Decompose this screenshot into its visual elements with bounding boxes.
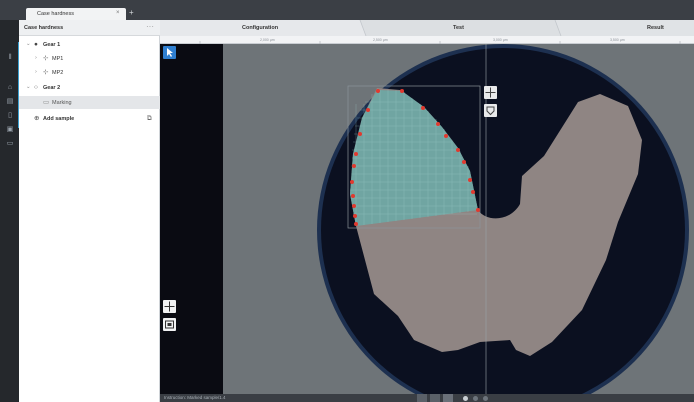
camera-icon[interactable]: ▭	[6, 140, 14, 147]
sample-filled-icon: ●	[34, 40, 38, 48]
tab-shapes	[160, 19, 694, 37]
measurement-point-icon: ⊹	[43, 68, 49, 76]
marking-icon: ▭	[43, 98, 50, 106]
tree-item-gear-1[interactable]: ⌄ ● Gear 1	[19, 38, 160, 51]
chevron-right-icon[interactable]: ›	[35, 55, 37, 61]
copy-icon[interactable]: ⧉	[147, 114, 152, 122]
ruler-label: 3,500 µm	[610, 38, 625, 42]
tree-item-label: Gear 1	[43, 41, 61, 48]
chevron-down-icon[interactable]: ⌄	[26, 84, 31, 90]
side-rail: ⦀ ⌂ ▤ ▯ ▣ ▭	[0, 20, 20, 402]
image-view-button[interactable]	[443, 394, 453, 402]
ruler-label: 2,500 µm	[373, 38, 388, 42]
document-icon[interactable]: ▯	[8, 112, 12, 119]
chevron-right-icon[interactable]: ›	[35, 69, 37, 75]
dark-left-band	[160, 44, 223, 394]
workflow-tabs: Configuration Test Result	[160, 19, 694, 37]
list-view-button[interactable]	[430, 394, 440, 402]
scale-ruler: 2,000 µm 2,500 µm 3,000 µm 3,500 µm	[160, 36, 694, 44]
tab-case-hardness[interactable]: Case hardness ×	[26, 8, 126, 20]
tree-item-label: MP2	[52, 69, 64, 76]
grid-view-button[interactable]	[417, 394, 427, 402]
overlay-move-button[interactable]	[484, 86, 497, 99]
close-icon[interactable]: ×	[116, 10, 120, 16]
add-sample-button[interactable]: ⊕ Add sample ⧉	[19, 112, 160, 125]
status-bar: Instruction: Marked sample/1.4	[160, 394, 694, 402]
tree-item-marking[interactable]: ▭ Marking	[19, 96, 160, 109]
tab-result[interactable]: Result	[558, 20, 694, 36]
status-dot	[483, 395, 488, 401]
tab-label: Case hardness	[37, 11, 74, 17]
tree-item-gear-2[interactable]: ⌄ ○ Gear 2	[19, 81, 160, 94]
tree-item-label: Marking	[52, 99, 72, 106]
tree-item-label: MP1	[52, 55, 64, 62]
tree-title: Case hardness	[24, 25, 64, 31]
tab-test[interactable]: Test	[363, 20, 558, 36]
tree-item-mp2[interactable]: › ⊹ MP2	[19, 66, 160, 79]
chart-icon[interactable]: ▤	[6, 98, 14, 105]
pointer-icon	[167, 48, 173, 57]
specimen-image	[160, 44, 689, 394]
tree-item-mp1[interactable]: › ⊹ MP1	[19, 52, 160, 65]
tree-header: Case hardness ···	[19, 20, 160, 36]
tab-configuration[interactable]: Configuration	[160, 20, 363, 36]
home-icon[interactable]: ⌂	[7, 84, 13, 91]
contour-markers[interactable]	[350, 89, 480, 226]
overlay-shape-button[interactable]	[484, 104, 497, 117]
bars-icon[interactable]: ⦀	[8, 54, 12, 61]
add-sample-label: Add sample	[43, 115, 75, 122]
tab-configuration-label: Configuration	[242, 25, 279, 31]
shape-icon	[486, 106, 495, 116]
tab-test-label: Test	[453, 25, 464, 31]
tab-result-label: Result	[647, 25, 664, 31]
image-viewport[interactable]	[160, 44, 694, 394]
add-icon: ⊕	[34, 114, 40, 122]
tree-item-label: Gear 2	[43, 84, 61, 91]
chevron-down-icon[interactable]: ⌄	[26, 41, 31, 47]
image-icon[interactable]: ▣	[6, 126, 14, 133]
selection-frame[interactable]	[347, 85, 481, 229]
status-dot	[463, 395, 468, 401]
sample-outline-icon: ○	[34, 83, 38, 91]
ruler-ticks: 2,000 µm 2,500 µm 3,000 µm 3,500 µm	[199, 38, 681, 44]
move-tool-button[interactable]	[163, 300, 176, 313]
frame-icon	[165, 320, 174, 329]
measurement-point-icon: ⊹	[43, 54, 49, 62]
pointer-tool-button[interactable]	[163, 46, 176, 59]
move-icon	[164, 301, 175, 312]
new-tab-button[interactable]: +	[129, 8, 134, 17]
marked-area-grid	[350, 90, 477, 226]
ruler-label: 2,000 µm	[260, 38, 275, 42]
move-icon	[485, 87, 496, 98]
ruler-label: 3,000 µm	[493, 38, 508, 42]
status-dot	[473, 395, 478, 401]
frame-tool-button[interactable]	[163, 318, 176, 331]
title-bar: Case hardness × +	[0, 0, 694, 20]
more-options-icon[interactable]: ···	[146, 22, 154, 31]
status-text: Instruction: Marked sample/1.4	[164, 395, 226, 400]
sample-tree-panel: Case hardness ··· ⌄ ● Gear 1 › ⊹ MP1 › ⊹…	[19, 20, 160, 402]
